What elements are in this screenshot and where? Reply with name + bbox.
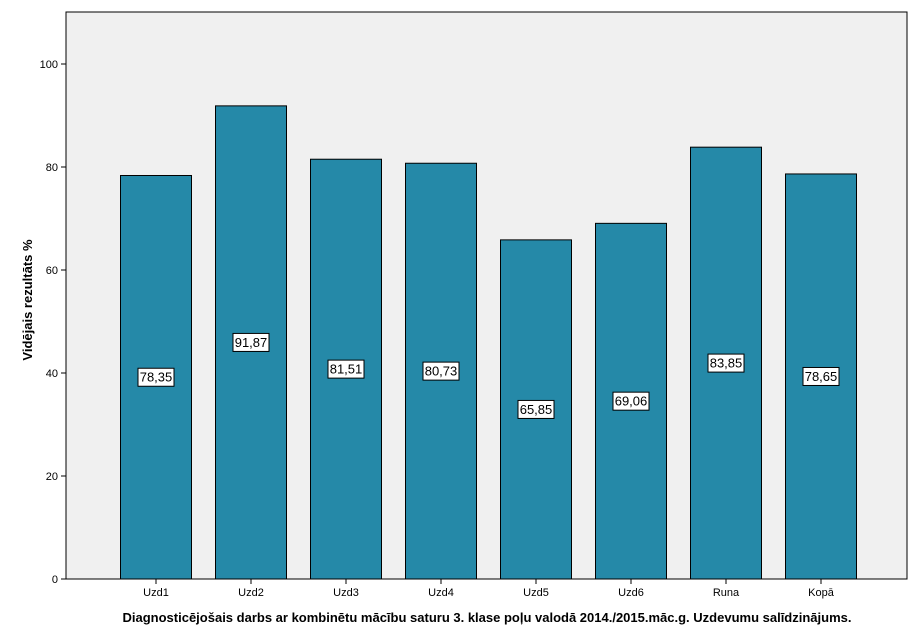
data-labels-group: 78,35 91,87 81,51 80,73 65,85 69,06 83,85 78,65 xyxy=(137,332,840,419)
data-label-box xyxy=(327,359,365,379)
data-label-kopā: 78,65 xyxy=(802,366,840,386)
y-tick-label: 0 xyxy=(52,574,58,586)
data-label-uzd6: 69,06 xyxy=(612,391,650,411)
data-label-box xyxy=(422,361,460,381)
data-label-uzd1: 78,35 xyxy=(137,367,175,387)
data-label-box xyxy=(517,399,555,419)
y-tick-label: 60 xyxy=(46,265,58,277)
y-tick-label: 20 xyxy=(46,471,58,483)
bars-group xyxy=(120,105,857,580)
x-axis-title: Diagnosticējošais darbs ar kombinētu māc… xyxy=(123,610,852,625)
data-label-box xyxy=(707,353,745,373)
x-tick-label: Kopā xyxy=(808,587,835,599)
data-label-runa: 83,85 xyxy=(707,353,745,373)
x-tick-label: Uzd6 xyxy=(618,587,644,599)
data-label-text: 65,85 xyxy=(520,402,553,417)
data-label-box xyxy=(137,367,175,387)
x-tick-label: Uzd5 xyxy=(523,587,549,599)
y-tick-label: 40 xyxy=(46,368,58,380)
y-tick-label: 80 xyxy=(46,162,58,174)
x-tick-label: Uzd4 xyxy=(428,587,454,599)
x-tick-label: Runa xyxy=(713,587,740,599)
data-label-uzd2: 91,87 xyxy=(232,332,270,352)
plot-area xyxy=(65,11,908,580)
x-tick-label: Uzd1 xyxy=(143,587,169,599)
data-label-text: 81,51 xyxy=(330,362,363,377)
data-label-text: 78,65 xyxy=(805,369,838,384)
data-label-box xyxy=(232,332,270,352)
x-tick-label: Uzd3 xyxy=(333,587,359,599)
x-tick-label: Uzd2 xyxy=(238,587,264,599)
data-label-box xyxy=(802,366,840,386)
data-label-text: 91,87 xyxy=(235,335,268,350)
data-label-uzd5: 65,85 xyxy=(517,399,555,419)
y-tick-label: 100 xyxy=(40,59,58,71)
data-label-box xyxy=(612,391,650,411)
data-label-uzd4: 80,73 xyxy=(422,361,460,381)
x-axis: Uzd1 Uzd2 Uzd3 Uzd4 Uzd5 Uzd6 Runa Kopā xyxy=(143,579,835,599)
data-label-uzd3: 81,51 xyxy=(327,359,365,379)
y-axis-title: Vidējais rezultāts % xyxy=(20,239,35,361)
data-label-text: 80,73 xyxy=(425,364,458,379)
data-label-text: 78,35 xyxy=(140,370,173,385)
y-axis: 0 20 40 60 80 100 xyxy=(40,59,66,586)
data-label-text: 83,85 xyxy=(710,356,743,371)
data-label-text: 69,06 xyxy=(615,394,648,409)
